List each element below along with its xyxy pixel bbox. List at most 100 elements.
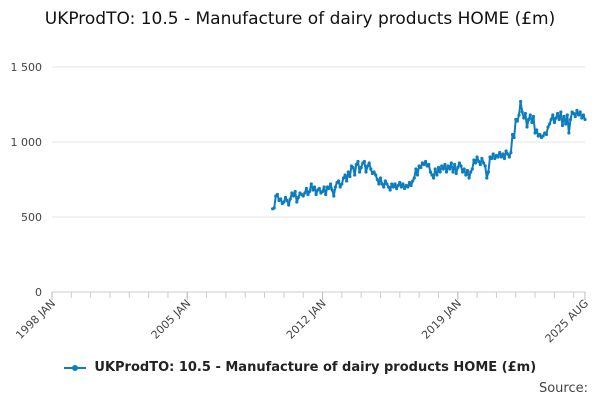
data-point	[552, 120, 557, 125]
data-point	[472, 158, 476, 162]
data-point	[398, 180, 402, 185]
data-point	[385, 182, 389, 186]
data-point	[304, 186, 308, 191]
data-point	[428, 170, 432, 174]
data-point	[362, 159, 366, 164]
data-point	[401, 182, 405, 186]
data-point	[562, 114, 566, 119]
data-point	[275, 192, 279, 197]
data-point	[506, 152, 510, 156]
data-point	[309, 182, 313, 186]
data-point	[332, 194, 336, 198]
data-point	[380, 182, 384, 186]
data-point	[556, 111, 560, 116]
y-tick-label: 1 500	[11, 61, 43, 74]
y-tick-label: 1 000	[11, 136, 43, 149]
data-point	[422, 162, 426, 167]
data-point	[496, 155, 500, 159]
data-point	[507, 155, 511, 159]
data-point	[568, 117, 573, 122]
data-point	[583, 117, 587, 122]
x-axis: 1998 JAN 2005 JAN 2012 JAN 2019 JAN 2025 AUG	[13, 292, 591, 345]
data-point	[580, 116, 584, 120]
data-point	[557, 117, 561, 122]
data-point	[456, 165, 460, 170]
data-point	[288, 197, 292, 201]
x-tick-label: 2005 JAN	[149, 297, 194, 342]
data-point	[433, 167, 437, 171]
data-point	[375, 177, 379, 182]
data-point	[461, 170, 465, 174]
data-point	[469, 170, 473, 174]
x-tick-label: 2025 AUG	[543, 297, 592, 346]
data-point	[295, 200, 299, 204]
data-point	[491, 152, 495, 156]
data-point	[317, 186, 321, 191]
data-point	[493, 156, 497, 161]
data-point	[386, 185, 391, 189]
data-point	[501, 152, 505, 156]
data-point	[383, 179, 387, 183]
data-point	[531, 114, 536, 119]
data-point	[322, 185, 326, 189]
data-point	[303, 191, 307, 195]
source-label: Source:	[538, 381, 588, 396]
data-point	[345, 179, 349, 183]
legend-label: UKProdTO: 10.5 - Manufacture of dairy pr…	[94, 360, 537, 375]
data-point	[337, 179, 341, 183]
data-point	[348, 174, 352, 179]
data-point	[519, 99, 523, 104]
data-point	[272, 206, 276, 210]
data-point	[414, 167, 418, 171]
y-axis: 0 500 1 000 1 500	[11, 61, 43, 299]
data-point	[490, 156, 494, 161]
data-point	[441, 167, 445, 171]
data-point	[330, 188, 334, 192]
data-point	[444, 170, 449, 174]
data-point	[438, 170, 442, 174]
data-point	[338, 185, 342, 189]
data-point	[415, 173, 420, 177]
data-point	[436, 165, 441, 170]
data-point	[467, 176, 471, 180]
data-point	[485, 176, 489, 180]
data-point	[356, 159, 360, 164]
data-point	[367, 161, 371, 165]
data-point	[435, 173, 439, 177]
data-point	[527, 117, 531, 122]
x-tick-label: 2012 JAN	[284, 297, 329, 342]
data-point	[499, 155, 503, 159]
x-tick-label: 2019 JAN	[419, 297, 464, 342]
data-point	[320, 189, 325, 194]
data-point	[346, 170, 350, 174]
data-point	[411, 179, 415, 183]
data-point	[358, 170, 362, 174]
data-point	[443, 162, 447, 167]
data-point	[523, 111, 528, 116]
data-point	[340, 182, 344, 186]
data-point	[577, 113, 581, 117]
data-point	[578, 110, 582, 114]
data-point	[341, 176, 346, 180]
data-point	[409, 183, 413, 188]
data-point	[314, 192, 318, 197]
data-point	[535, 128, 539, 132]
data-point	[573, 114, 577, 119]
data-point	[412, 176, 416, 180]
data-point	[551, 113, 555, 117]
data-point	[510, 132, 515, 137]
y-tick-label: 0	[35, 286, 42, 299]
data-point	[377, 182, 381, 186]
data-point	[424, 159, 428, 164]
data-point	[327, 186, 331, 191]
data-point	[453, 162, 457, 167]
data-point	[388, 188, 392, 192]
legend[interactable]: UKProdTO: 10.5 - Manufacture of dairy pr…	[0, 360, 600, 375]
data-point	[283, 195, 288, 200]
data-point	[449, 161, 453, 165]
legend-marker-icon	[63, 363, 86, 373]
data-point	[462, 167, 466, 171]
data-point	[483, 164, 487, 168]
data-point	[459, 164, 463, 168]
